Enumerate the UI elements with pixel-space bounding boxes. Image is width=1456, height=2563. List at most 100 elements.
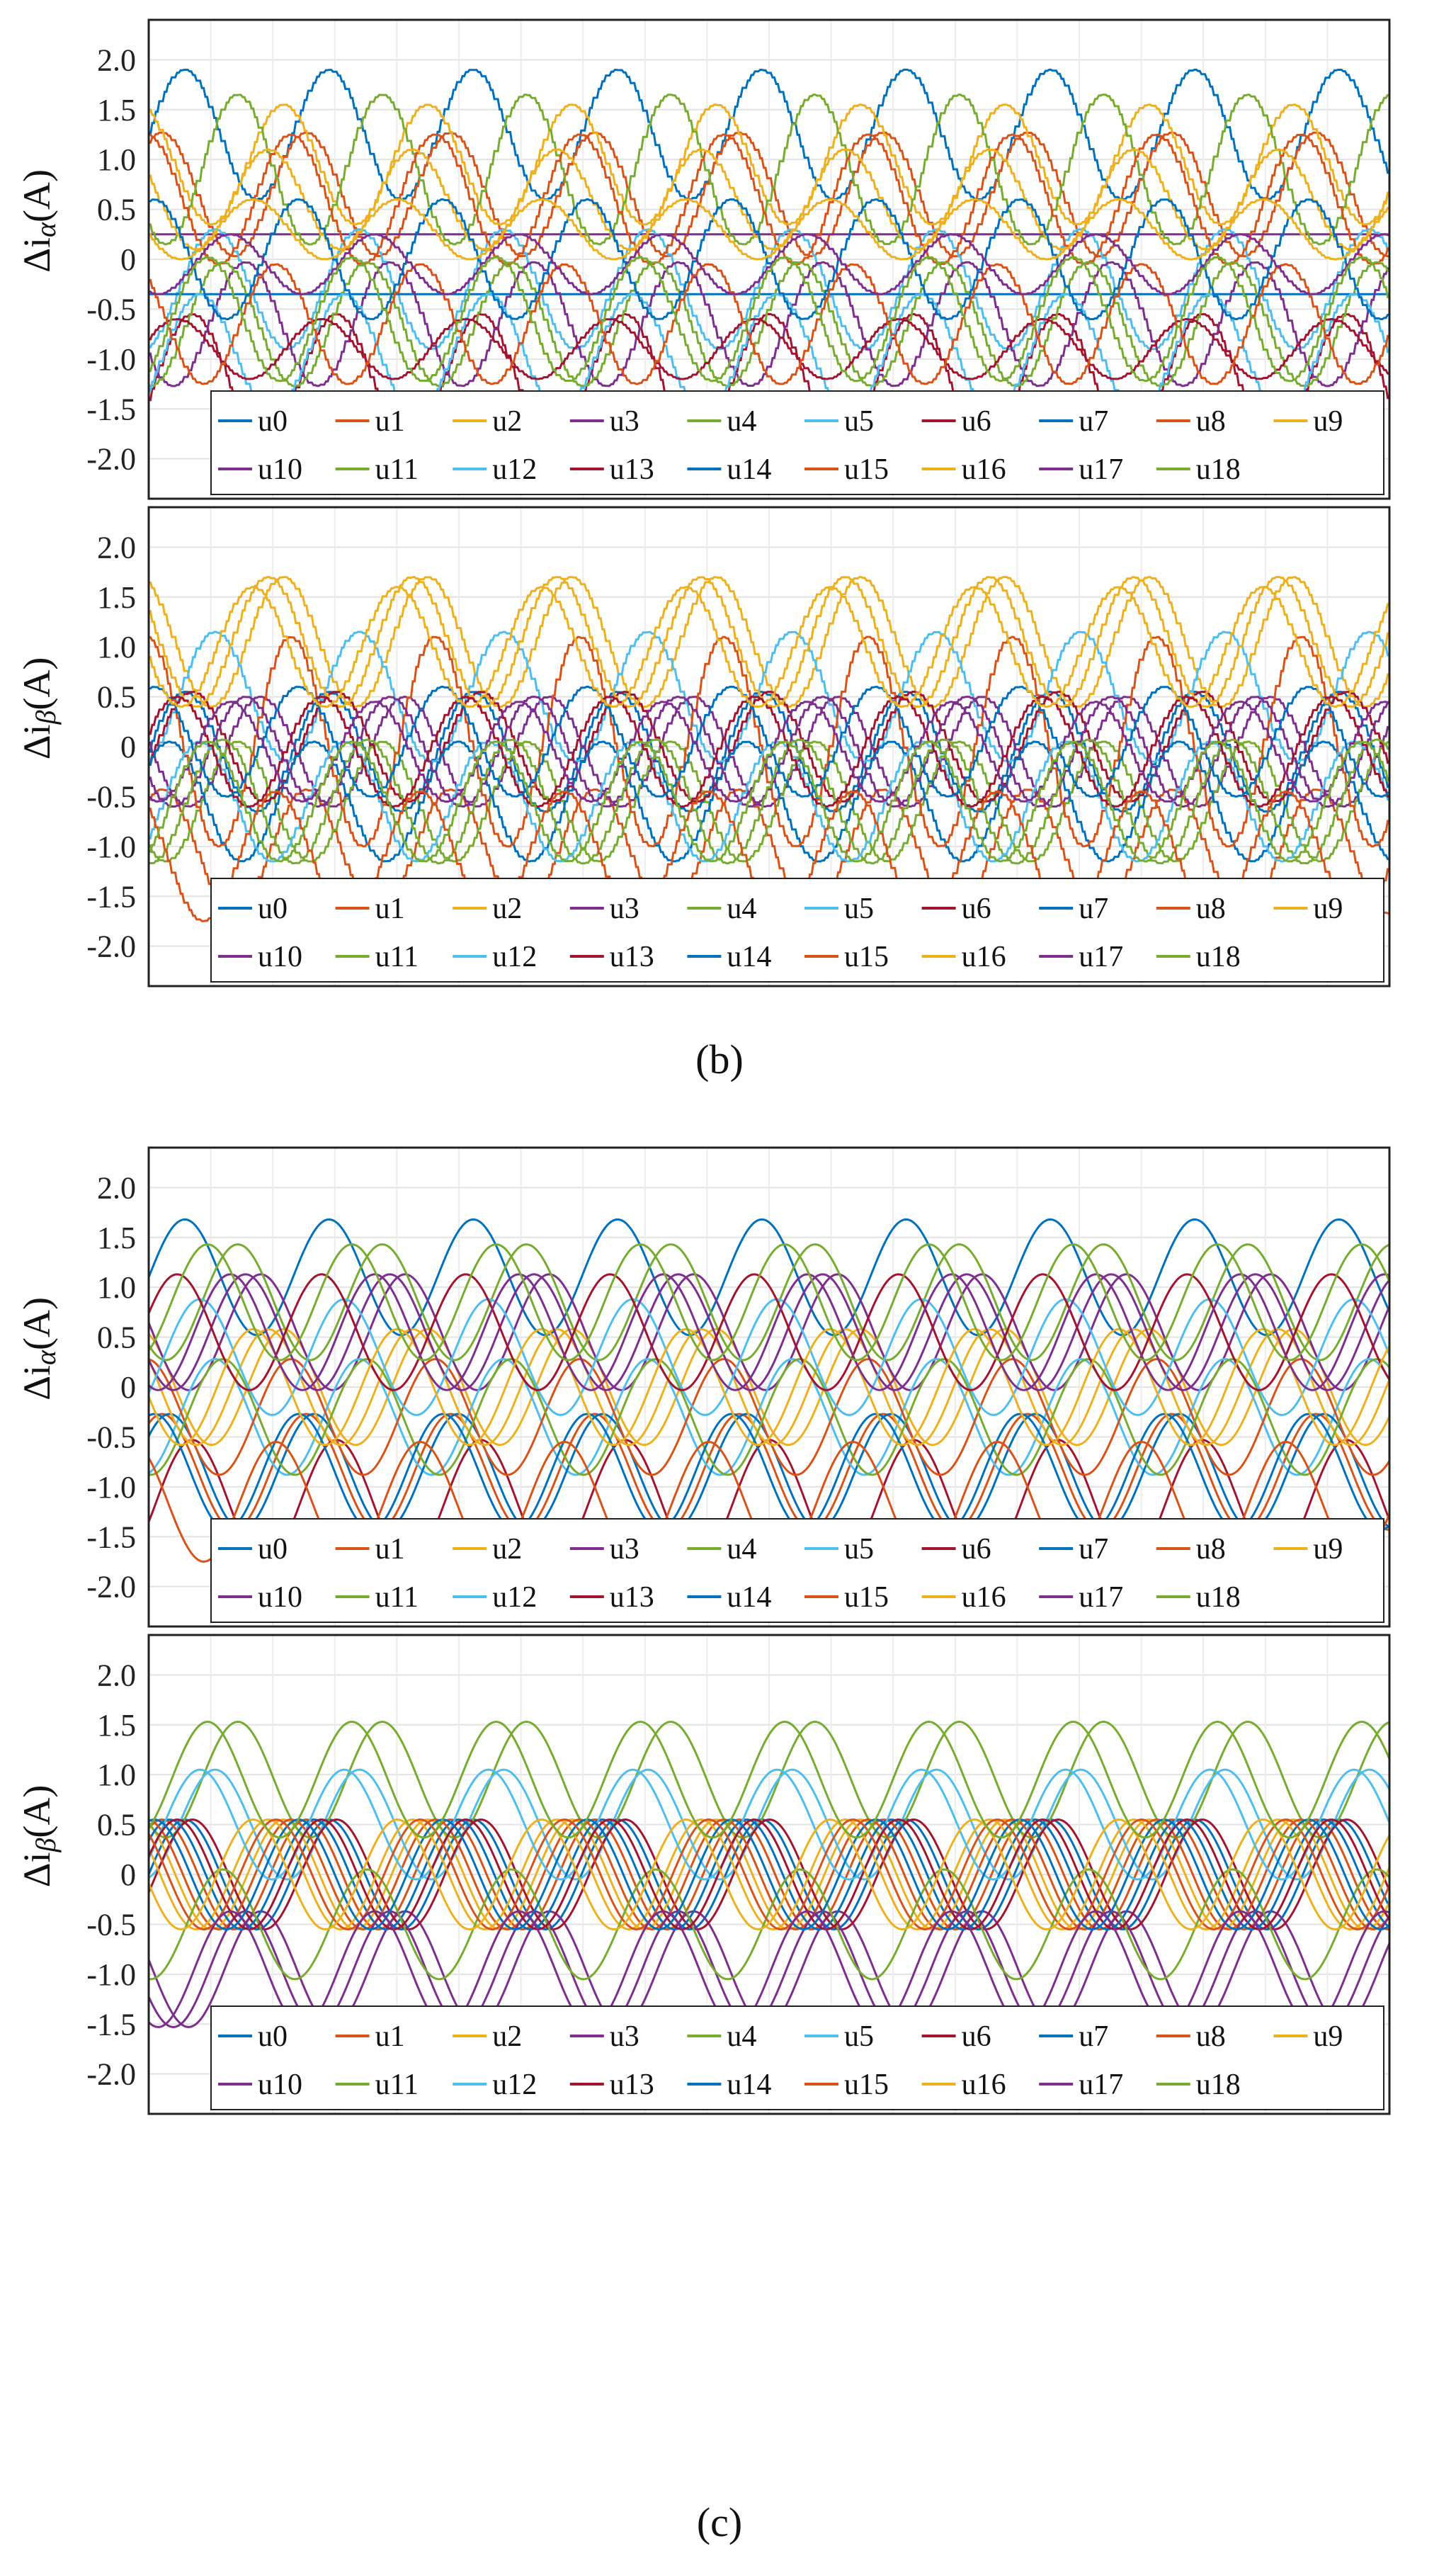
legend-label: u5 <box>844 893 874 925</box>
legend-label: u5 <box>844 2020 874 2053</box>
series-line-u18 <box>149 740 1389 863</box>
y-axis-label: Δiα(A) <box>16 169 62 273</box>
legend-label: u9 <box>1313 2020 1343 2053</box>
series-group <box>149 576 1389 922</box>
series-line-u16 <box>149 586 1389 708</box>
y-tick-label: -2.0 <box>86 2057 136 2092</box>
legend-box <box>210 390 1384 495</box>
series-line-u18 <box>149 1243 1389 1362</box>
series-line-u0 <box>149 691 1389 813</box>
legend-item-u1: u1 <box>335 405 405 438</box>
legend-label: u6 <box>962 405 991 438</box>
legend-item-u18: u18 <box>1156 941 1241 973</box>
legend-label: u14 <box>727 1581 771 1614</box>
legend-item-u3: u3 <box>569 1533 639 1566</box>
legend-label: u10 <box>258 941 302 973</box>
series-line-u2 <box>149 1328 1389 1447</box>
legend-item-u14: u14 <box>687 2069 771 2101</box>
y-tick-label: -2.0 <box>86 929 136 964</box>
series-group <box>149 1218 1389 1565</box>
legend-label: u18 <box>1196 1581 1241 1614</box>
y-tick-label: -1.0 <box>86 1470 136 1505</box>
legend-item-u5: u5 <box>804 893 874 925</box>
y-tick-label: 2.0 <box>97 530 136 565</box>
legend-label: u16 <box>962 941 1006 973</box>
y-axis-label-unit: (A) <box>16 169 58 222</box>
legend-item-u8: u8 <box>1156 405 1226 438</box>
series-line-u1 <box>149 1818 1389 1931</box>
legend-item-u11: u11 <box>335 2069 419 2101</box>
legend-label: u0 <box>258 1533 288 1566</box>
series-line-u17 <box>149 1273 1389 1391</box>
legend-label: u3 <box>610 1533 639 1566</box>
legend-label: u0 <box>258 893 288 925</box>
legend-item-u13: u13 <box>569 2069 654 2101</box>
y-axis-label: Δiα(A) <box>16 1297 62 1401</box>
legend-item-u7: u7 <box>1039 405 1108 438</box>
legend-label: u15 <box>844 941 889 973</box>
series-line-u2 <box>149 576 1389 708</box>
legend-item-u3: u3 <box>569 2020 639 2053</box>
legend-item-u0: u0 <box>218 405 288 438</box>
y-tick-label: 1.5 <box>97 93 136 128</box>
legend-item-u1: u1 <box>335 2020 405 2053</box>
legend-item-u18: u18 <box>1156 1581 1241 1614</box>
legend-label: u3 <box>610 405 639 438</box>
legend-label: u2 <box>492 1533 522 1566</box>
series-line-u4 <box>149 1243 1389 1362</box>
legend-label: u17 <box>1079 453 1123 486</box>
legend-item-u12: u12 <box>453 941 537 973</box>
series-line-u18 <box>149 1720 1389 1839</box>
series-line-u15 <box>149 263 1389 385</box>
legend-box <box>210 2005 1384 2110</box>
y-axis-label-unit: (A) <box>16 657 58 711</box>
legend-item-u15: u15 <box>804 453 889 486</box>
y-tick-label: 0 <box>120 242 136 277</box>
legend-label: u9 <box>1313 893 1343 925</box>
series-line-u14 <box>149 198 1389 320</box>
series-line-u16 <box>149 198 1389 261</box>
legend-item-u3: u3 <box>569 405 639 438</box>
y-tick-label: -1.0 <box>86 830 136 864</box>
y-axis-label-sub: β <box>30 1838 62 1852</box>
legend-label: u7 <box>1079 893 1108 925</box>
legend-label: u3 <box>610 2020 639 2053</box>
legend-label: u2 <box>492 2020 522 2053</box>
legend-label: u6 <box>962 1533 991 1566</box>
legend-item-u15: u15 <box>804 941 889 973</box>
legend-label: u4 <box>727 1533 756 1566</box>
y-tick-label: -1.5 <box>86 392 136 426</box>
series-line-u0 <box>149 1218 1389 1337</box>
series-line-u17 <box>149 701 1389 803</box>
y-tick-label: 0 <box>120 1857 136 1892</box>
legend: u0 u1 u2 u3 u4 u5 u6 u7 u8 u9 u10 u11 u12 u13 u14 u15 u1… <box>210 390 1384 495</box>
legend-item-u10: u10 <box>218 2069 302 2101</box>
legend-label: u13 <box>610 453 654 486</box>
series-line-u6 <box>149 691 1389 803</box>
y-axis-label-unit: (A) <box>16 1297 58 1350</box>
series-line-u13 <box>149 1273 1389 1391</box>
legend-label: u5 <box>844 1533 874 1566</box>
legend-label: u12 <box>492 2069 537 2101</box>
legend-item-u1: u1 <box>335 1533 405 1566</box>
y-tick-label: 1.0 <box>97 142 136 177</box>
y-tick-label: -1.5 <box>86 1520 136 1554</box>
series-line-u9 <box>149 148 1389 251</box>
series-line-u13 <box>149 318 1389 380</box>
y-tick-label: 0.5 <box>97 1320 136 1355</box>
legend-label: u15 <box>844 2069 889 2101</box>
legend-label: u13 <box>610 2069 654 2101</box>
caption-c: (c) <box>697 2499 742 2545</box>
legend-item-u2: u2 <box>453 2020 522 2053</box>
series-line-u9 <box>149 1328 1389 1447</box>
series-line-u3 <box>149 1273 1389 1391</box>
y-tick-label: 0.5 <box>97 193 136 227</box>
y-axis-label: Δiβ(A) <box>16 1785 62 1888</box>
legend-label: u10 <box>258 453 302 486</box>
series-line-u4 <box>149 94 1389 246</box>
series-line-u10 <box>149 261 1389 387</box>
legend-item-u4: u4 <box>687 405 756 438</box>
legend-label: u8 <box>1196 2020 1226 2053</box>
